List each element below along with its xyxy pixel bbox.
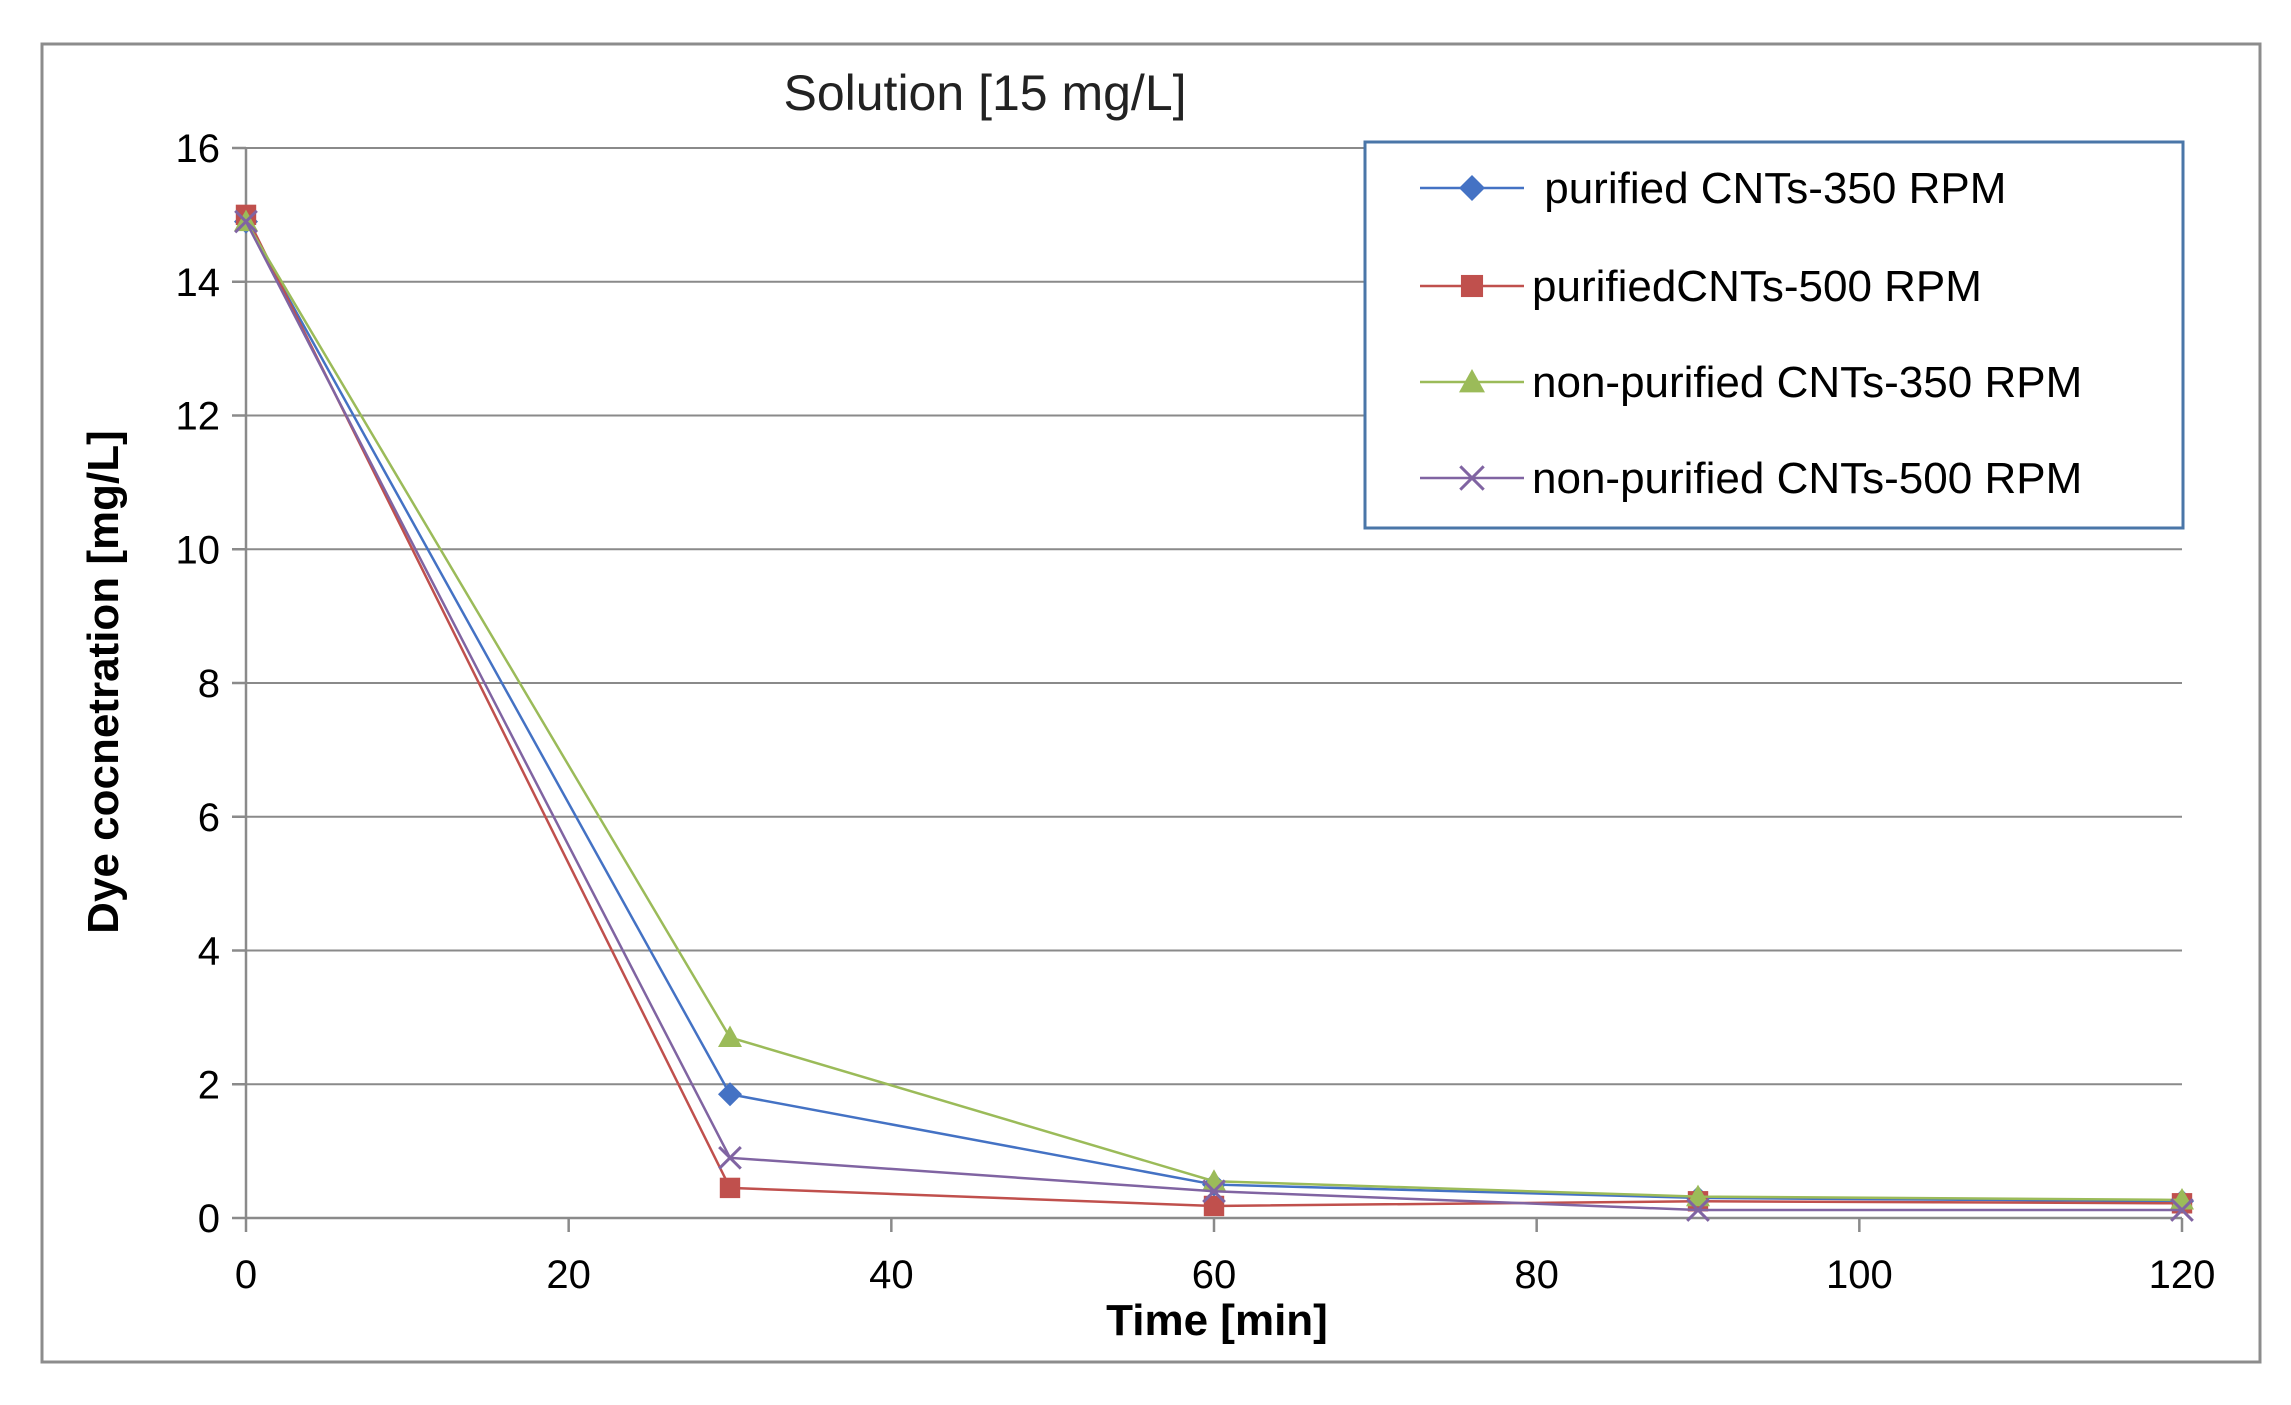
- x-tick-label: 40: [869, 1253, 914, 1297]
- data-point-x-stroke: [234, 209, 258, 234]
- data-point-x: [1459, 465, 1485, 491]
- y-tick-label: 12: [176, 395, 221, 439]
- x-tick-label: 80: [1514, 1253, 1559, 1297]
- y-tick-label: 14: [176, 261, 221, 305]
- x-tick-label: 100: [1826, 1253, 1893, 1297]
- y-tick-label: 16: [176, 127, 221, 171]
- data-point-diamond: [718, 1082, 742, 1107]
- legend-item: non-purified CNTs-500 RPM: [1420, 454, 2082, 503]
- data-point-x-stroke: [2170, 1198, 2194, 1222]
- data-point-triangle: [718, 1025, 742, 1048]
- series-group: [234, 204, 2194, 1222]
- y-tick-label: 2: [198, 1063, 220, 1107]
- data-point-x-stroke: [718, 1145, 742, 1170]
- legend-item: purifiedCNTs-500 RPM: [1420, 262, 1982, 311]
- y-tick-label: 8: [198, 662, 220, 706]
- data-point-square: [719, 1177, 741, 1199]
- x-tick-label: 0: [235, 1253, 257, 1297]
- data-point-square: [1460, 274, 1484, 298]
- legend-item: non-purified CNTs-350 RPM: [1420, 358, 2082, 407]
- legend-box: [1363, 140, 2185, 530]
- y-tick-label: 6: [198, 796, 220, 840]
- data-point-triangle: [1686, 1184, 1710, 1207]
- x-tick-label: 20: [546, 1253, 591, 1297]
- data-point-x-stroke: [1459, 465, 1485, 491]
- data-point-x: [2170, 1198, 2194, 1222]
- data-point-x: [1686, 1198, 1710, 1222]
- data-point-x-stroke: [1202, 1179, 1226, 1204]
- data-point-x: [234, 209, 258, 234]
- data-point-x: [1202, 1179, 1226, 1204]
- x-tick-label: 60: [1192, 1253, 1237, 1297]
- data-point-square: [1203, 1195, 1225, 1217]
- data-point-triangle: [1459, 369, 1485, 393]
- data-point-diamond: [1459, 175, 1485, 201]
- legend-item: purified CNTs-350 RPM: [1420, 164, 2006, 213]
- x-axis-title: Time [min]: [1106, 1296, 1328, 1345]
- data-point-x-stroke: [1686, 1198, 1710, 1222]
- data-point-x: [718, 1145, 742, 1170]
- y-tick-label: 4: [198, 930, 220, 974]
- legend: purified CNTs-350 RPM purifiedCNTs-500 RP…: [1363, 140, 2185, 530]
- legend-label: non-purified CNTs-350 RPM: [1532, 358, 2082, 407]
- y-axis-title: Dye cocnetration [mg/L]: [79, 430, 128, 934]
- axes: 0 2 4 6 8 10 12 14 16 0 20 40 60 80 100 120: [176, 127, 2216, 1297]
- chart-title: Solution [15 mg/L]: [783, 65, 1186, 121]
- y-tick-label: 0: [198, 1197, 220, 1241]
- legend-label: non-purified CNTs-500 RPM: [1532, 454, 2082, 503]
- legend-label: purifiedCNTs-500 RPM: [1532, 262, 1982, 311]
- x-tick-label: 120: [2149, 1253, 2216, 1297]
- y-tick-label: 10: [176, 528, 221, 572]
- legend-label: purified CNTs-350 RPM: [1532, 164, 2006, 213]
- legend-items: purified CNTs-350 RPM purifiedCNTs-500 RP…: [1420, 164, 2082, 503]
- series: [234, 209, 2194, 1222]
